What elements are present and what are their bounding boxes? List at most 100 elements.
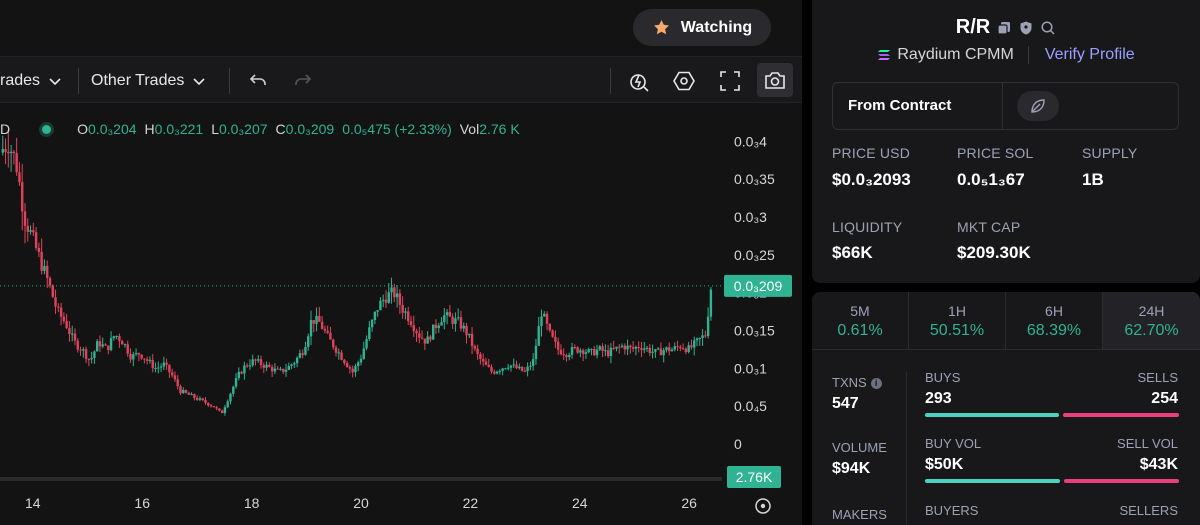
candle-body — [459, 317, 463, 329]
undo-button[interactable] — [242, 65, 274, 97]
candle-body — [129, 353, 132, 360]
candle-body — [257, 359, 260, 361]
txns-label-text: TXNS — [832, 375, 867, 390]
legend-vol-key: Vol — [459, 121, 480, 137]
candle-body — [218, 408, 221, 411]
tab-1h[interactable]: 1H 50.51% — [909, 292, 1006, 350]
redo-button[interactable] — [287, 65, 319, 97]
price-chart[interactable]: 0.0₃40.0₃350.0₃30.0₃250.0₃20.0₃150.0₃10.… — [0, 104, 802, 525]
chart-header: Watching — [0, 0, 802, 56]
sells-label: SELLS — [1137, 370, 1178, 385]
chart-settings-button[interactable] — [668, 65, 700, 97]
candle-body — [243, 365, 246, 374]
candle-body — [232, 386, 235, 394]
candle-body — [395, 293, 399, 298]
candle-body — [187, 392, 191, 395]
candle-body — [701, 335, 704, 339]
y-tick-label: 0.0₄5 — [734, 398, 767, 414]
candle-body — [259, 359, 263, 366]
candle-body — [234, 378, 238, 387]
watching-label: Watching — [680, 18, 753, 36]
candle-body — [101, 344, 104, 347]
fullscreen-icon — [720, 71, 740, 91]
candle-body — [612, 347, 615, 349]
candle-body — [240, 371, 243, 374]
x-tick-label: 24 — [572, 495, 588, 511]
candle-body — [598, 346, 602, 350]
gear-icon[interactable] — [755, 498, 771, 514]
candle-body — [412, 325, 415, 331]
candle-body — [348, 367, 352, 369]
candle-body — [409, 321, 413, 326]
tab-5m[interactable]: 5M 0.61% — [812, 292, 909, 350]
candle-body — [334, 347, 338, 353]
candle-body — [404, 311, 407, 313]
sell-vol-value: $43K — [1139, 456, 1178, 473]
watching-button[interactable]: Watching — [633, 9, 771, 46]
candle-body — [48, 277, 52, 286]
candle-body — [654, 349, 657, 352]
info-icon[interactable]: i — [870, 378, 882, 389]
mkt-cap-label: MKT CAP — [957, 219, 1021, 235]
x-tick-label: 18 — [244, 495, 260, 511]
candle-body — [112, 336, 116, 339]
candle-body — [215, 407, 218, 409]
candle-body — [631, 347, 635, 349]
candle-body — [393, 287, 396, 298]
candle-body — [526, 366, 529, 372]
live-status-dot — [42, 124, 52, 134]
candle-body — [159, 366, 163, 368]
candle-body — [456, 317, 460, 319]
candle-body — [23, 211, 27, 226]
candle-body — [581, 350, 585, 354]
candle-body — [332, 339, 335, 348]
candle-body — [179, 386, 182, 394]
price-usd-label: PRICE USD — [832, 145, 911, 161]
candle-body — [170, 372, 174, 376]
tab-6h[interactable]: 6H 68.39% — [1006, 292, 1103, 350]
fullscreen-button[interactable] — [714, 65, 746, 97]
other-trades-dropdown[interactable]: Other Trades — [91, 57, 206, 104]
candle-body — [162, 362, 166, 367]
screenshot-button[interactable] — [757, 63, 793, 97]
candle-body — [679, 346, 682, 349]
search-icon[interactable] — [1040, 20, 1056, 36]
tab-6h-label: 6H — [1045, 303, 1063, 319]
candle-body — [295, 357, 299, 364]
candle-body — [18, 172, 21, 183]
candle-body — [245, 365, 249, 367]
legend-open: 0.0₃204 — [88, 121, 137, 137]
candle-body — [309, 320, 313, 337]
candle-body — [548, 323, 552, 331]
candle-body — [468, 333, 471, 336]
contract-leaf-button[interactable] — [1017, 91, 1059, 121]
candle-body — [298, 353, 302, 358]
shield-icon[interactable] — [1018, 20, 1034, 36]
plot-background — [0, 104, 802, 525]
price-sol-label: PRICE SOL — [957, 145, 1034, 161]
candle-body — [270, 366, 274, 372]
candle-body — [26, 225, 29, 232]
trading-activity-card: 5M 0.61% 1H 50.51% 6H 68.39% 24H 62.70% … — [812, 292, 1200, 525]
copy-icon[interactable] — [996, 20, 1012, 36]
candle-body — [265, 364, 268, 368]
candle-body — [51, 285, 54, 298]
tab-24h[interactable]: 24H 62.70% — [1103, 292, 1200, 350]
trades-dropdown[interactable]: rades — [0, 57, 62, 104]
indicators-button[interactable] — [623, 65, 655, 97]
candle-body — [440, 322, 443, 326]
candle-body — [543, 313, 546, 317]
sells-bar — [1063, 413, 1179, 417]
candle-body — [315, 315, 318, 324]
liquidity-value: $66K — [832, 243, 873, 262]
candle-body — [207, 402, 210, 406]
buy-vol-label: BUY VOL — [925, 436, 982, 451]
candle-body — [687, 345, 690, 353]
y-tick-label: 0.0₃1 — [734, 360, 767, 376]
candle-body — [98, 341, 102, 347]
candle-body — [473, 346, 477, 349]
verify-profile-link[interactable]: Verify Profile — [1044, 46, 1135, 63]
candle-body — [251, 359, 254, 366]
candle-body — [43, 265, 46, 271]
candle-body — [318, 315, 321, 322]
